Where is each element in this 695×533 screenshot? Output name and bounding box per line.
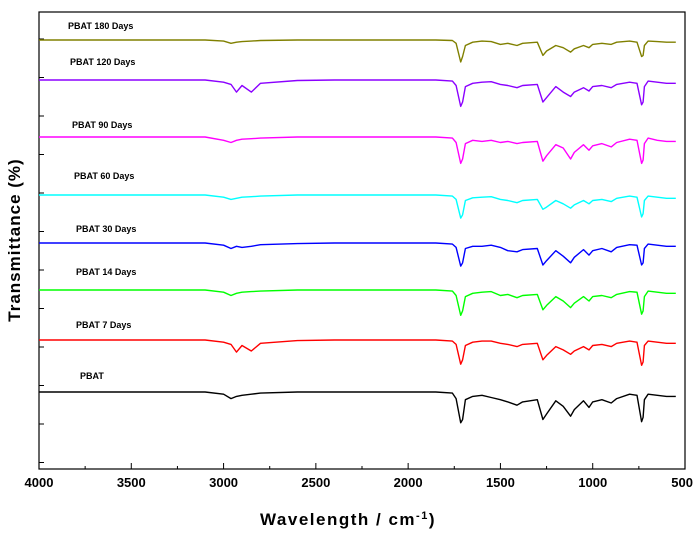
series-line-pbat-7-days — [39, 339, 676, 366]
x-tick-label-3500: 3500 — [117, 475, 146, 490]
y-axis-ticks — [39, 38, 44, 463]
series-line-pbat-60-days — [39, 194, 676, 219]
series-label-pbat-180-days: PBAT 180 Days — [68, 21, 133, 31]
series-labels: PBAT 180 Days PBAT 120 Days PBAT 90 Days PB… — [68, 21, 136, 381]
x-tick-label-1000: 1000 — [578, 475, 607, 490]
y-axis-title: Transmittance (%) — [5, 158, 24, 321]
series-layer — [39, 39, 676, 424]
series-label-pbat-30-days: PBAT 30 Days — [76, 224, 136, 234]
series-label-pbat-14-days: PBAT 14 Days — [76, 267, 136, 277]
x-tick-label-4000: 4000 — [25, 475, 54, 490]
series-label-pbat-120-days: PBAT 120 Days — [70, 57, 135, 67]
x-axis-title-superscript: -1 — [416, 510, 429, 522]
series-line-pbat-90-days — [39, 136, 676, 165]
series-line-pbat — [39, 391, 676, 424]
series-label-pbat-7-days: PBAT 7 Days — [76, 320, 131, 330]
series-line-pbat-180-days — [39, 39, 676, 63]
series-label-pbat-90-days: PBAT 90 Days — [72, 120, 132, 130]
series-line-pbat-120-days — [39, 79, 676, 108]
series-label-pbat: PBAT — [80, 371, 104, 381]
x-axis-title-main: Wavelength / cm — [260, 510, 416, 529]
series-line-pbat-14-days — [39, 289, 676, 316]
x-tick-label-2500: 2500 — [301, 475, 330, 490]
series-label-pbat-60-days: PBAT 60 Days — [74, 171, 134, 181]
x-axis-title-suffix: ) — [429, 510, 436, 529]
x-axis-ticks: 4000 3500 3000 2500 2000 1500 1000 500 — [25, 463, 693, 490]
x-tick-label-3000: 3000 — [209, 475, 238, 490]
x-tick-label-1500: 1500 — [486, 475, 515, 490]
series-line-pbat-30-days — [39, 242, 676, 267]
x-tick-label-2000: 2000 — [394, 475, 423, 490]
x-axis-title: Wavelength / cm-1) — [260, 510, 436, 529]
x-tick-label-500: 500 — [671, 475, 693, 490]
